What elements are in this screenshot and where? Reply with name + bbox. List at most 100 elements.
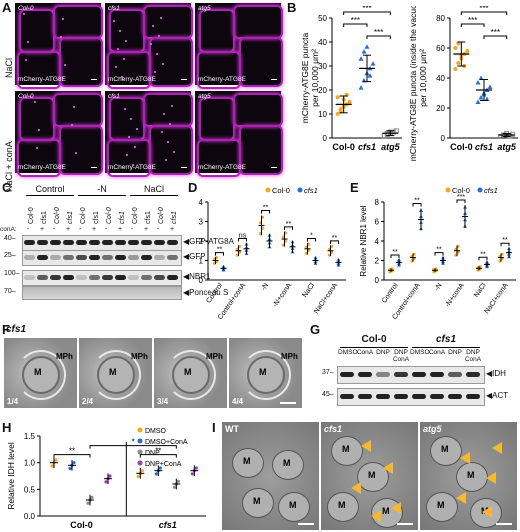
data-point xyxy=(68,466,72,471)
panel-h-label: H xyxy=(2,420,12,435)
mw-label: 45– xyxy=(322,391,334,398)
data-point xyxy=(487,84,493,89)
legend-marker xyxy=(477,187,483,193)
significance-bracket xyxy=(238,238,247,242)
cona-sign: - xyxy=(157,226,160,233)
x-category-label: Col-0 xyxy=(70,520,93,530)
puncta-dot xyxy=(25,59,27,61)
arrowhead-marker xyxy=(391,502,401,514)
puncta-dot xyxy=(121,76,123,78)
y-label-line1: mCherry-ATG8E puncta (inside the vacuole… xyxy=(408,6,418,161)
significance-label: *** xyxy=(374,28,383,37)
arrowhead-marker xyxy=(371,510,381,522)
band-label: ◀Ponceau S xyxy=(183,288,229,297)
blot-band xyxy=(24,275,35,280)
group-label-2: NaCl xyxy=(143,184,164,194)
legend-marker xyxy=(137,427,143,433)
row-label-nacl: NaCl xyxy=(4,57,14,78)
puncta-dot xyxy=(113,20,115,22)
genotype-label-0: Col-0 xyxy=(361,334,387,345)
x-category-label: cfs1 xyxy=(159,520,177,530)
organelle-label: M xyxy=(342,444,350,454)
panel-g-label: G xyxy=(310,322,321,337)
cell-wall xyxy=(19,9,55,53)
data-point xyxy=(72,461,76,465)
cona-sign: - xyxy=(27,226,30,233)
y-axis-label: mCherry-ATG8E puncta (inside the vacuole… xyxy=(408,6,428,161)
frame-number: 3/4 xyxy=(157,397,169,406)
significance-bracket xyxy=(434,252,444,256)
scale-bar xyxy=(91,166,97,168)
cona-sign: + xyxy=(170,226,175,233)
scale-bar xyxy=(397,523,413,525)
blot-band xyxy=(412,394,426,399)
mw-label: 100– xyxy=(4,270,20,277)
scale-bar xyxy=(181,166,187,168)
treatment-label: DNP xyxy=(448,349,462,356)
blot-band xyxy=(154,255,165,260)
significance-bracket xyxy=(261,209,270,214)
panel-d-label: D xyxy=(188,180,198,195)
mitochondrion: M xyxy=(456,462,488,492)
puncta-dot xyxy=(115,66,117,68)
puncta-dot xyxy=(130,118,132,120)
puncta-dot xyxy=(75,152,77,154)
blot-band xyxy=(102,275,113,280)
lane-label: Col-0 xyxy=(132,207,139,224)
blot-band xyxy=(430,372,444,377)
mitochondrion: M xyxy=(430,436,462,466)
cell-wall xyxy=(109,97,145,141)
cell-wall xyxy=(53,5,103,39)
cell-wall xyxy=(239,125,283,175)
cell-wall xyxy=(197,51,241,89)
cell-wall xyxy=(59,125,103,175)
puncta-dot xyxy=(165,159,167,161)
puncta-dot xyxy=(150,43,152,45)
puncta-dot xyxy=(163,113,165,115)
legend-label: DMSO+ConA xyxy=(145,439,188,446)
genotype-label: WT xyxy=(225,424,239,434)
y-tick-label: 1.5 xyxy=(24,432,36,441)
legend-label: DNP+ConA xyxy=(145,461,182,468)
y-tick-label: 80 xyxy=(436,14,445,23)
data-point xyxy=(176,479,180,483)
cell-wall xyxy=(149,37,193,87)
blot-band xyxy=(24,255,35,260)
x-category-label: Col-0 xyxy=(450,142,473,152)
frame-number: 2/4 xyxy=(82,397,94,406)
cell-wall xyxy=(107,139,151,177)
data-point xyxy=(510,131,516,137)
puncta-dot xyxy=(154,71,156,73)
lane-label: cfs1 xyxy=(119,211,126,224)
significance-bracket xyxy=(89,445,177,449)
organelle-label: M xyxy=(467,470,475,480)
blot-band xyxy=(167,275,178,280)
blot-band xyxy=(50,240,61,245)
blot-band xyxy=(430,394,444,399)
data-point xyxy=(90,495,94,499)
puncta-dot xyxy=(162,63,164,65)
x-category-label: NaCl+conA xyxy=(483,282,509,315)
significance-bracket xyxy=(139,454,177,458)
organelle-label: M xyxy=(184,367,192,377)
band-label: ◀GFP xyxy=(183,252,206,261)
arrowhead-marker xyxy=(460,452,470,464)
blot-band xyxy=(376,372,390,377)
significance-label: * xyxy=(132,438,135,447)
significance-bracket xyxy=(456,199,466,203)
panel-b-left-chart: 0 10 20 30 40 50 mCherry-ATG8E punctaper 10,00… xyxy=(300,6,402,152)
genotype-label: atg5 xyxy=(198,93,211,100)
scale-bar xyxy=(496,523,512,525)
data-point xyxy=(390,129,396,135)
significance-bracket xyxy=(284,226,293,230)
mitochondrion: M xyxy=(278,492,310,522)
blot-band xyxy=(376,394,390,399)
y-tick-label: 1.0 xyxy=(24,459,36,468)
y-tick-label: 8 xyxy=(375,198,380,207)
puncta-dot xyxy=(132,164,134,166)
x-category-label: NaCl xyxy=(473,282,488,299)
organelle-label: M xyxy=(368,470,376,480)
y-axis-label: Relative IDH level xyxy=(6,442,16,510)
treatment-label: DNP ConA xyxy=(392,349,410,363)
data-point xyxy=(358,85,364,90)
